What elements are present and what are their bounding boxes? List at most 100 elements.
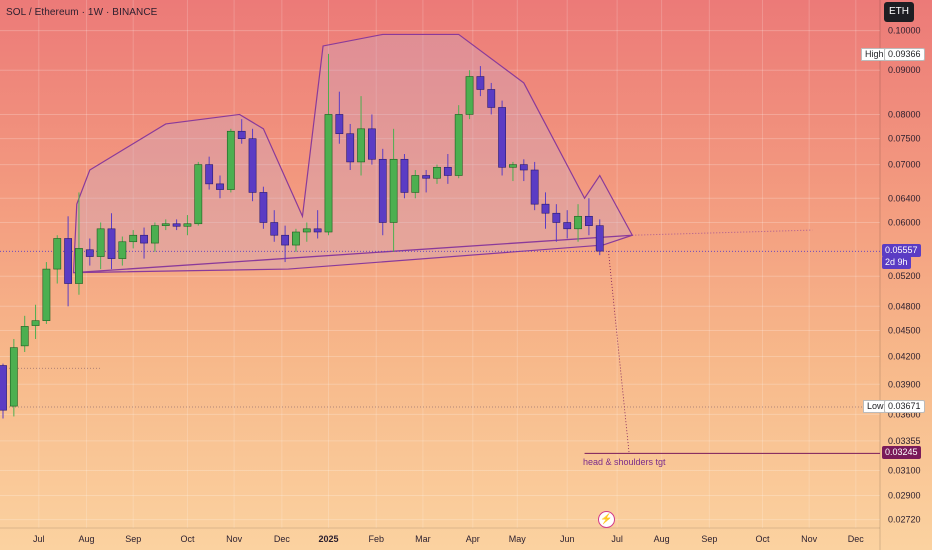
candle-body [226,130,235,190]
candle-body [42,268,51,321]
candle-body [422,175,431,179]
price-tick-label: 0.07000 [888,160,921,170]
target-price-label: 0.03245 [882,446,921,460]
candle-body [498,107,506,168]
candle-body [465,76,474,115]
candle-body [584,215,593,226]
time-axis-label: Nov [226,534,243,544]
candle-body [411,175,420,193]
candle-body [248,138,257,193]
candle-body [140,234,148,244]
bar-countdown-label: 2d 9h [882,256,911,270]
price-tick-label: 0.03355 [888,436,921,446]
candle-body [31,320,40,326]
candle-body [20,326,29,347]
price-tick-label: 0.02720 [888,515,921,525]
candle-body [378,158,387,223]
candle-body [281,234,289,246]
chart-title: SOL / Ethereum · 1W · BINANCE [6,7,158,18]
candle-body [509,164,517,168]
candle-body [183,223,192,227]
candle-body [357,128,365,163]
candle-body [454,114,463,176]
candle-body [216,183,224,190]
time-axis-label: Jun [560,534,575,544]
time-axis-label: Jul [33,534,45,544]
low-tag: Low [863,400,888,413]
neckline-extension [632,229,813,236]
candle-body [85,249,94,257]
candle-body [9,347,18,407]
currency-badge[interactable]: ETH [884,2,914,22]
high-value: 0.09366 [884,48,925,62]
candle-body [574,215,582,230]
time-axis-label: Nov [801,534,818,544]
candle-body [53,238,62,270]
candle-body [519,164,528,171]
lightning-icon[interactable]: ⚡ [598,511,615,528]
price-tick-label: 0.08000 [888,109,921,119]
candle-body [563,222,572,230]
candle-body [530,169,539,205]
target-annotation: head & shoulders tgt [583,457,666,467]
candle-body [205,164,214,185]
candle-body [476,76,485,90]
time-axis-label: Feb [368,534,384,544]
time-axis-label: Sep [701,534,717,544]
candle-body [172,223,181,227]
time-axis-label: Aug [654,534,670,544]
candle-body [270,222,279,236]
candle-body [324,114,333,233]
candle-body [96,228,105,257]
candle-body [151,225,159,244]
time-axis-label: May [509,534,527,544]
time-axis-label: Dec [274,534,291,544]
target-projection-line [608,251,630,453]
candle-body [595,225,604,252]
price-tick-label: 0.09000 [888,65,921,75]
candle-body [75,248,83,284]
time-axis-label: Apr [466,534,480,544]
time-axis-label: Dec [848,534,865,544]
candle-body [64,238,72,284]
price-tick-label: 0.03900 [888,379,921,389]
time-axis-label: Aug [79,534,95,544]
price-tick-label: 0.03100 [888,466,921,476]
time-axis-label: Jul [611,534,623,544]
candle-body [552,212,561,223]
price-tick-label: 0.10000 [888,26,921,36]
candle-body [367,128,376,160]
time-axis-label: Oct [180,534,195,544]
candle-body [0,365,7,411]
candle-body [400,158,409,193]
candle-body [118,241,127,259]
price-tick-label: 0.06400 [888,193,921,203]
price-tick-label: 0.04800 [888,301,921,311]
candle-body [107,228,116,259]
price-tick-label: 0.07500 [888,134,921,144]
candle-body [292,231,300,246]
candle-body [161,223,170,226]
candle-body [313,228,322,233]
candle-body [302,228,311,233]
candle-body [443,166,452,176]
candle-body [129,234,138,243]
price-tick-label: 0.04200 [888,351,921,361]
candle-body [237,130,246,139]
price-tick-label: 0.06000 [888,217,921,227]
price-tick-label: 0.02900 [888,491,921,501]
candle-body [194,164,203,225]
current-price-label: 0.05557 [882,244,921,258]
candle-body [487,89,496,108]
price-tick-label: 0.05200 [888,271,921,281]
price-tick-label: 0.03600 [888,409,921,419]
time-axis-label: Oct [755,534,770,544]
time-axis-label: Mar [415,534,431,544]
candle-body [346,133,355,163]
candle-body [259,192,268,223]
candle-body [433,166,441,179]
price-tick-label: 0.04500 [888,326,921,336]
candle-body [389,158,398,223]
